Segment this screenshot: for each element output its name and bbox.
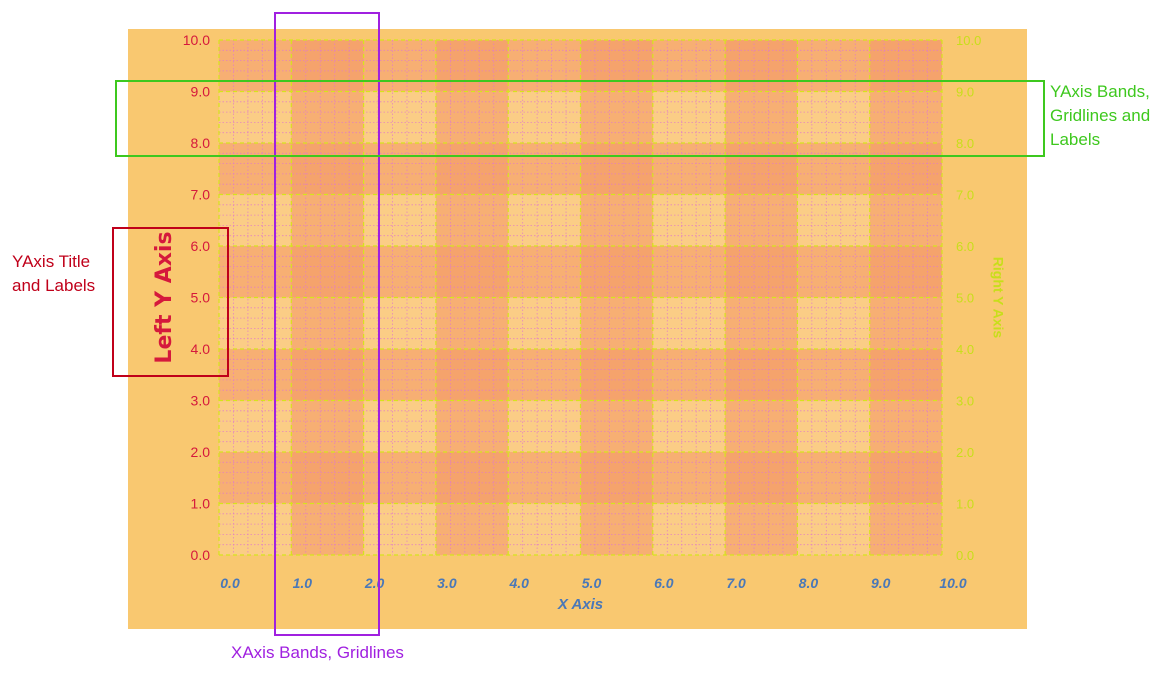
yaxis-bands-highlight-box — [115, 80, 1045, 157]
x-axis-title: X Axis — [557, 596, 603, 613]
right-y-tick-label: 6.0 — [956, 239, 974, 254]
yaxis-title-highlight-box — [112, 227, 229, 377]
left-y-tick-label: 2.0 — [191, 444, 211, 460]
right-y-tick-label: 4.0 — [956, 342, 974, 357]
x-tick-label: 9.0 — [871, 575, 891, 591]
yaxis-title-annotation: YAxis Title and Labels — [12, 252, 96, 295]
left-tick-labels: 0.0 1.0 2.0 3.0 4.0 5.0 6.0 7.0 8.0 9.0 10.0 — [183, 32, 210, 563]
x-tick-label: 10.0 — [939, 575, 966, 591]
chart: 0.0 1.0 2.0 3.0 4.0 5.0 6.0 7.0 8.0 9.0 10.0 0.0 1.… — [152, 32, 1006, 613]
right-y-tick-label: 9.0 — [956, 85, 974, 100]
x-tick-label: 8.0 — [799, 575, 819, 591]
chart-panel: 0.0 1.0 2.0 3.0 4.0 5.0 6.0 7.0 8.0 9.0 10.0 0.0 1.… — [128, 29, 1027, 629]
x-tick-label: 7.0 — [726, 575, 746, 591]
right-y-tick-label: 7.0 — [956, 188, 974, 203]
left-y-tick-label: 5.0 — [191, 290, 211, 306]
right-y-tick-label: 2.0 — [956, 445, 974, 460]
x-tick-label: 1.0 — [293, 575, 313, 591]
left-y-tick-label: 9.0 — [191, 84, 211, 100]
x-tick-label: 0.0 — [220, 575, 240, 591]
xaxis-bands-highlight-box — [274, 12, 380, 636]
yaxis-bands-annotation: YAxis Bands, Gridlines and Labels — [1050, 82, 1151, 149]
right-y-tick-label: 3.0 — [956, 394, 974, 409]
x-tick-label: 6.0 — [654, 575, 674, 591]
left-y-tick-label: 4.0 — [191, 341, 211, 357]
right-y-tick-label: 8.0 — [956, 136, 974, 151]
left-y-tick-label: 10.0 — [183, 32, 210, 48]
x-tick-label: 5.0 — [582, 575, 602, 591]
left-y-tick-label: 6.0 — [191, 238, 211, 254]
xaxis-bands-annotation: XAxis Bands, Gridlines — [231, 643, 404, 662]
right-axis-title: Right Y Axis — [990, 257, 1006, 339]
left-y-tick-label: 0.0 — [191, 547, 211, 563]
left-axis-title: Left Y Axis — [152, 231, 177, 363]
left-y-tick-label: 8.0 — [191, 135, 211, 151]
major-grid-layer — [218, 39, 943, 556]
left-y-tick-label: 7.0 — [191, 187, 211, 203]
x-tick-label: 4.0 — [508, 575, 529, 591]
left-y-tick-label: 3.0 — [191, 393, 211, 409]
right-y-tick-label: 0.0 — [956, 548, 974, 563]
right-y-tick-label: 1.0 — [956, 497, 974, 512]
left-y-tick-label: 1.0 — [191, 496, 211, 512]
right-y-tick-label: 5.0 — [956, 291, 974, 306]
right-tick-labels: 0.0 1.0 2.0 3.0 4.0 5.0 6.0 7.0 8.0 9.0 10.0 — [956, 33, 981, 563]
right-y-tick-label: 10.0 — [956, 33, 981, 48]
x-tick-label: 3.0 — [437, 575, 457, 591]
